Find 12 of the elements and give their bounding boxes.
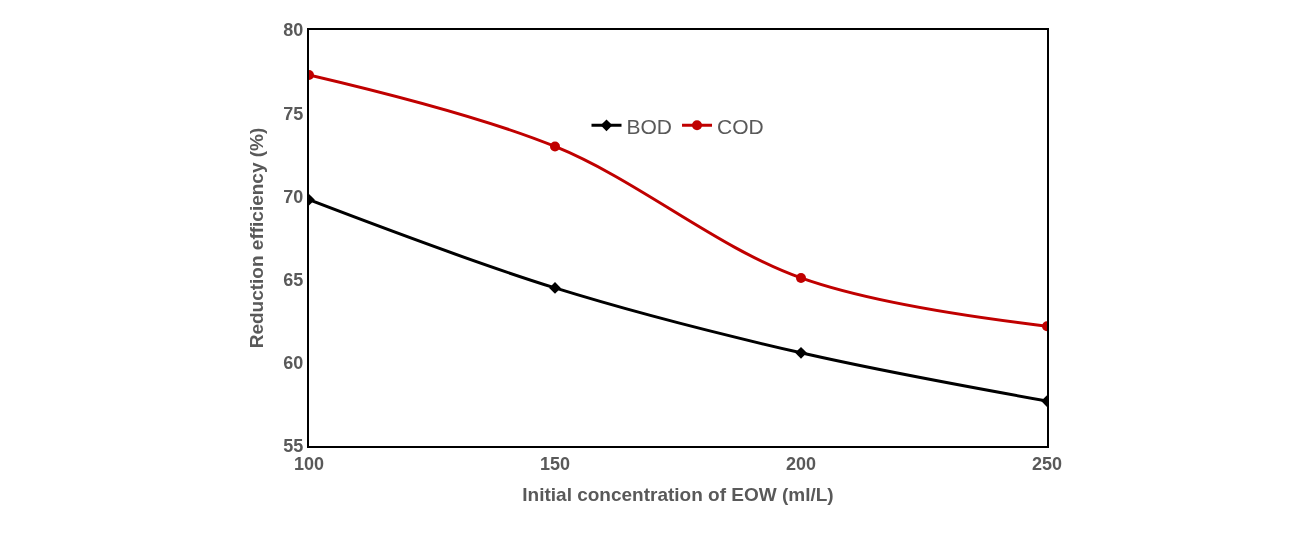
y-axis-title: Reduction efficiency (%) [245, 127, 267, 349]
y-tick-label: 80 [283, 20, 304, 41]
y-tick-label: 60 [283, 353, 304, 374]
x-tick-label: 200 [785, 453, 817, 474]
x-axis-title: Initial concentration of EOW (ml/L) [522, 483, 834, 505]
y-tick-label: 70 [283, 186, 304, 207]
legend-label: BOD [626, 114, 673, 138]
y-tick-label: 75 [283, 103, 304, 124]
legend-label: COD [717, 114, 764, 138]
x-tick-label: 150 [539, 453, 571, 474]
x-tick-label: 250 [1031, 453, 1063, 474]
y-tick-label: 65 [283, 269, 304, 290]
